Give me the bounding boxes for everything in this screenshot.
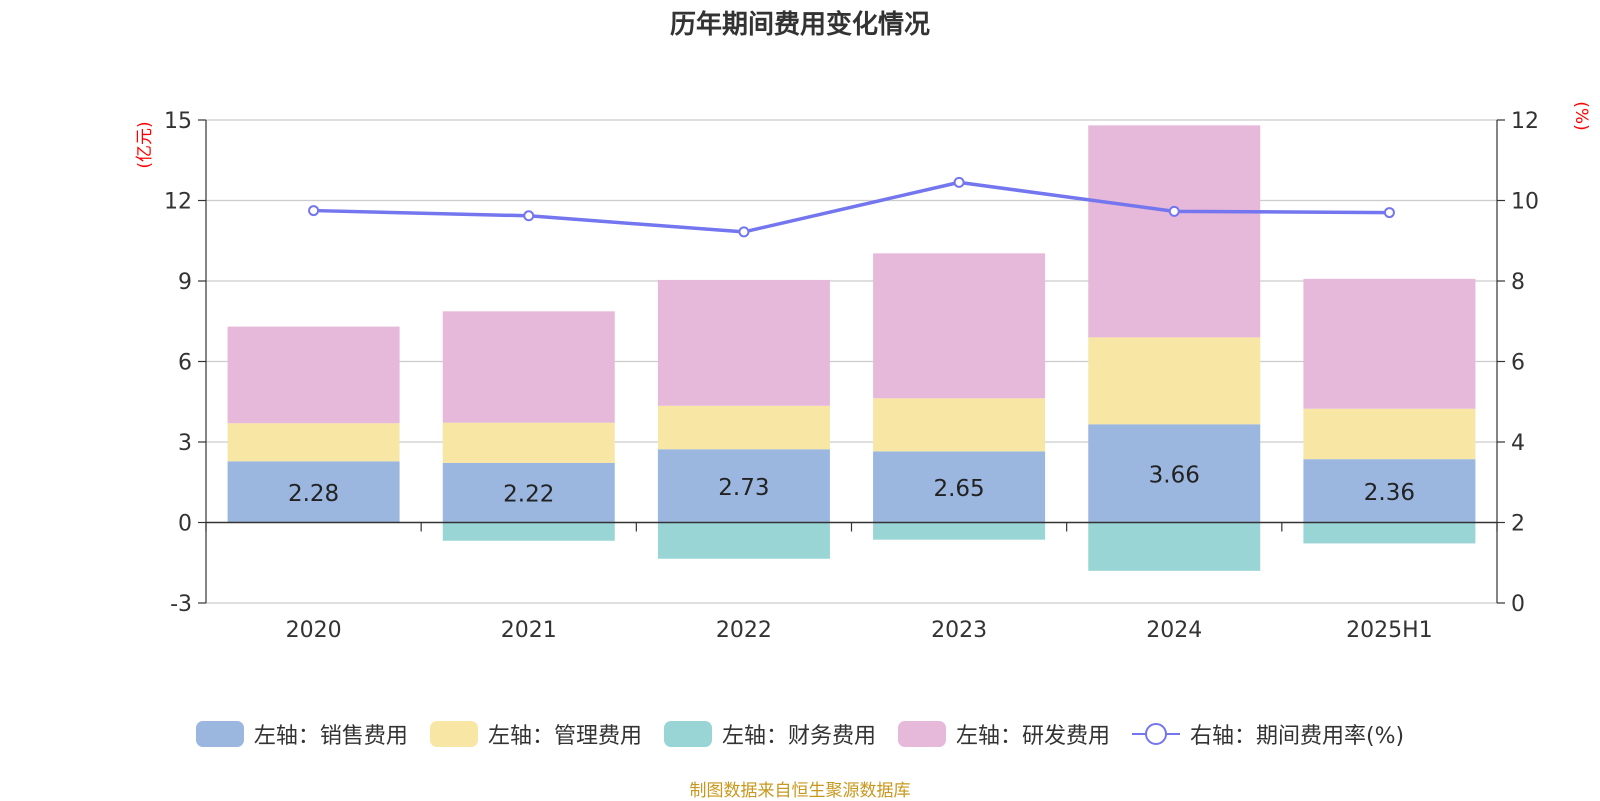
right-axis-tick-label: 8 [1511,270,1525,295]
left-axis-tick-label: 3 [178,431,192,456]
bar-data-label: 2.22 [503,482,554,508]
left-axis-tick-label: -3 [170,592,192,617]
legend-swatch-icon [429,721,478,747]
bar-segment [1303,408,1476,460]
bar-segment [657,279,830,406]
rate-point [953,176,965,188]
bar-segment [873,522,1046,540]
bar-data-label: 3.66 [1149,462,1200,488]
left-axis-unit: (亿元) [135,121,155,168]
rate-point [738,226,750,238]
bar-segment [657,449,830,523]
bar-segment [227,326,400,424]
bar-segment [1088,337,1261,425]
right-axis-tick-label: 2 [1511,512,1525,537]
bar-segment [1088,125,1261,338]
left-axis-tick-label: 12 [164,190,192,215]
x-axis-tick-label: 2022 [716,618,772,643]
bar-segment [442,522,615,541]
rate-line [313,180,1390,234]
chart-svg: -3 0 3 6 9 12 15 0 2 4 6 8 10 12 (亿元) (%) 2020 2021 2022 20… [135,101,1591,643]
right-axis-unit: (%) [1571,101,1591,130]
bar-segment [873,451,1046,523]
bar-segment [442,311,615,423]
legend-label: 左轴：研发费用 [955,724,1110,749]
legend-item[interactable]: 左轴：研发费用 [897,718,1110,750]
legend-line-marker-icon [1131,721,1180,747]
bar-segment [227,423,400,462]
rate-point [308,205,320,217]
bar-data-label: 2.36 [1364,480,1415,506]
x-axis-tick-label: 2025H1 [1346,618,1433,643]
right-axis-tick-label: 4 [1511,431,1525,456]
legend-label: 右轴：期间费用率(%) [1189,724,1405,749]
bar-segment [227,461,400,523]
bar-segment [657,405,830,450]
bar-segment [1303,278,1476,409]
x-axis-tick-label: 2021 [501,618,557,643]
bar-segment [1088,522,1261,571]
bar-data-label: 2.73 [718,475,769,501]
bar-segment [442,422,615,463]
right-axis-tick-label: 12 [1511,109,1539,134]
rate-point [1383,207,1395,219]
right-axis-tick-label: 0 [1511,592,1525,617]
legend-label: 左轴：财务费用 [721,724,876,749]
bar-segment [1303,522,1476,544]
left-axis-tick-label: 15 [164,109,192,134]
bar-segment [1303,459,1476,523]
legend-swatch-icon [195,721,244,747]
rate-point [1168,205,1180,217]
legend-item[interactable]: 左轴：销售费用 [195,718,408,750]
right-axis-tick-label: 6 [1511,351,1525,376]
bar-data-label: 2.65 [933,476,984,502]
legend-label: 左轴：管理费用 [487,724,642,749]
right-axis-tick-label: 10 [1511,190,1539,215]
left-axis-tick-label: 0 [178,512,192,537]
x-axis-tick-label: 2024 [1146,618,1202,643]
bar-data-label: 2.28 [288,481,339,507]
bar-segment [442,462,615,523]
legend-swatch-icon [897,721,946,747]
left-axis-tick-label: 9 [178,270,192,295]
rate-point [523,210,535,222]
left-axis-tick-label: 6 [178,351,192,376]
data-source-note: 制图数据来自恒生聚源数据库 [689,781,911,801]
legend-swatch-icon [663,721,712,747]
x-axis-tick-label: 2020 [286,618,342,643]
chart-legend: 左轴：销售费用 左轴：管理费用 左轴：财务费用 左轴：研发费用 右轴：期间费用率(%) [0,718,1600,750]
legend-item[interactable]: 左轴：财务费用 [663,718,876,750]
bar-segment [873,398,1046,452]
legend-label: 左轴：销售费用 [253,724,408,749]
bar-segment [1088,424,1261,523]
legend-item[interactable]: 右轴：期间费用率(%) [1131,718,1405,750]
x-axis-tick-label: 2023 [931,618,987,643]
chart-title: 历年期间费用变化情况 [669,10,930,40]
bar-segment [873,253,1046,399]
bar-segment [657,522,830,559]
legend-item[interactable]: 左轴：管理费用 [429,718,642,750]
